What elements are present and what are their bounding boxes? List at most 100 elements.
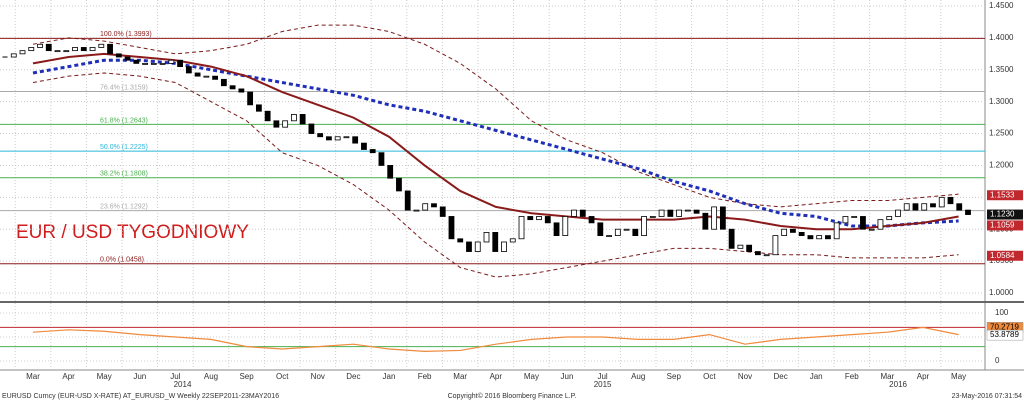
candle: [877, 219, 884, 230]
candle: [921, 203, 928, 211]
candle: [816, 235, 823, 240]
x-tick-label: Apr: [917, 372, 930, 381]
footer-right: 23-May-2016 07:31:54: [952, 393, 1023, 400]
candle: [509, 238, 516, 243]
candle: [562, 216, 569, 236]
candle: [80, 47, 87, 52]
x-tick-label: Oct: [276, 372, 289, 381]
candle: [895, 209, 901, 217]
price-tag: [987, 250, 1023, 261]
candle: [45, 43, 52, 52]
candle: [658, 209, 665, 217]
candle: [842, 216, 849, 224]
candle: [544, 216, 551, 224]
fib-label: 50.0% (1.2225): [100, 144, 148, 151]
x-tick-label: Apr: [490, 372, 503, 381]
candle: [956, 203, 963, 211]
fib-label: 76.4% (1.3159): [100, 84, 148, 91]
candle: [369, 149, 376, 154]
candle: [343, 136, 350, 139]
x-tick-label: Jan: [810, 372, 823, 381]
candle: [107, 43, 113, 55]
candle: [247, 91, 254, 106]
candle: [623, 228, 630, 231]
candle: [361, 142, 367, 150]
candle: [89, 47, 96, 52]
candle: [264, 110, 271, 122]
candle: [851, 216, 858, 218]
candle: [868, 228, 875, 231]
candle: [886, 216, 893, 221]
candle: [282, 120, 289, 128]
overlay-line: [32, 24, 959, 208]
price-tag-label: 1.0584: [990, 251, 1015, 260]
rsi-tag-label: 53.8789: [990, 330, 1019, 339]
footer-center: Copyright© 2016 Bloomberg Finance L.P.: [448, 392, 577, 400]
x-tick-label: May: [97, 372, 112, 381]
candle: [387, 165, 394, 179]
candle: [142, 63, 148, 65]
x-tick-label: Nov: [738, 372, 752, 381]
candle: [229, 85, 236, 90]
candle: [965, 209, 971, 215]
candle: [448, 216, 455, 240]
candle: [754, 251, 761, 256]
x-tick-label: Jun: [561, 372, 574, 381]
rsi-tag-label: 70.2719: [990, 322, 1019, 331]
y-tick-label: 1.0000: [989, 288, 1014, 297]
candle: [413, 209, 420, 212]
candle: [194, 72, 201, 77]
year-label: 2016: [889, 380, 907, 389]
candle: [667, 209, 674, 217]
candle: [63, 50, 70, 53]
candle: [212, 75, 219, 80]
x-tick-label: Mar: [453, 372, 467, 381]
x-tick-label: Sep: [239, 372, 254, 381]
fib-label: 23.6% (1.1292): [100, 203, 148, 210]
candle: [588, 216, 595, 224]
price-tag: [987, 209, 1023, 220]
candle: [19, 50, 26, 55]
candle: [115, 53, 122, 58]
candle: [571, 209, 577, 217]
candle: [168, 59, 175, 64]
candle: [938, 196, 945, 208]
candle: [317, 133, 324, 138]
x-tick-label: Aug: [204, 372, 218, 381]
price-tag-label: 1.1059: [990, 221, 1015, 230]
candle: [177, 59, 183, 67]
y-tick-label: 1.4000: [989, 33, 1014, 42]
candle: [518, 216, 525, 240]
candle: [579, 209, 586, 217]
x-tick-label: Jan: [383, 372, 396, 381]
candle: [431, 203, 437, 208]
x-tick-label: Sep: [667, 372, 682, 381]
candle: [606, 235, 612, 238]
candle: [501, 241, 507, 252]
candle: [798, 232, 805, 237]
year-label: 2015: [594, 380, 612, 389]
candle: [10, 53, 17, 58]
candle: [536, 216, 542, 221]
price-tag-label: 1.1533: [990, 190, 1015, 199]
fib-label: 100.0% (1.3993): [100, 31, 152, 38]
candle: [238, 88, 245, 93]
candle: [763, 254, 770, 257]
candle: [483, 232, 490, 243]
price-tag-label: 1.1230: [990, 210, 1015, 219]
candle: [492, 232, 499, 252]
candle: [649, 216, 656, 218]
candle: [693, 209, 700, 214]
overlay-line: [32, 52, 959, 231]
candle: [133, 59, 140, 64]
y-tick-label: 1.2000: [989, 161, 1014, 170]
footer-left: EURUSD Curncy (EUR-USD X-RATE) AT_EURUSD…: [2, 393, 279, 400]
candle: [54, 50, 61, 53]
x-tick-label: Mar: [26, 372, 40, 381]
x-tick-label: Jul: [597, 372, 607, 381]
overlay-line: [32, 58, 959, 228]
candle: [684, 209, 691, 212]
chart-title: EUR / USD TYGODNIOWY: [16, 222, 249, 243]
candle: [326, 136, 332, 141]
x-tick-label: Nov: [311, 372, 325, 381]
